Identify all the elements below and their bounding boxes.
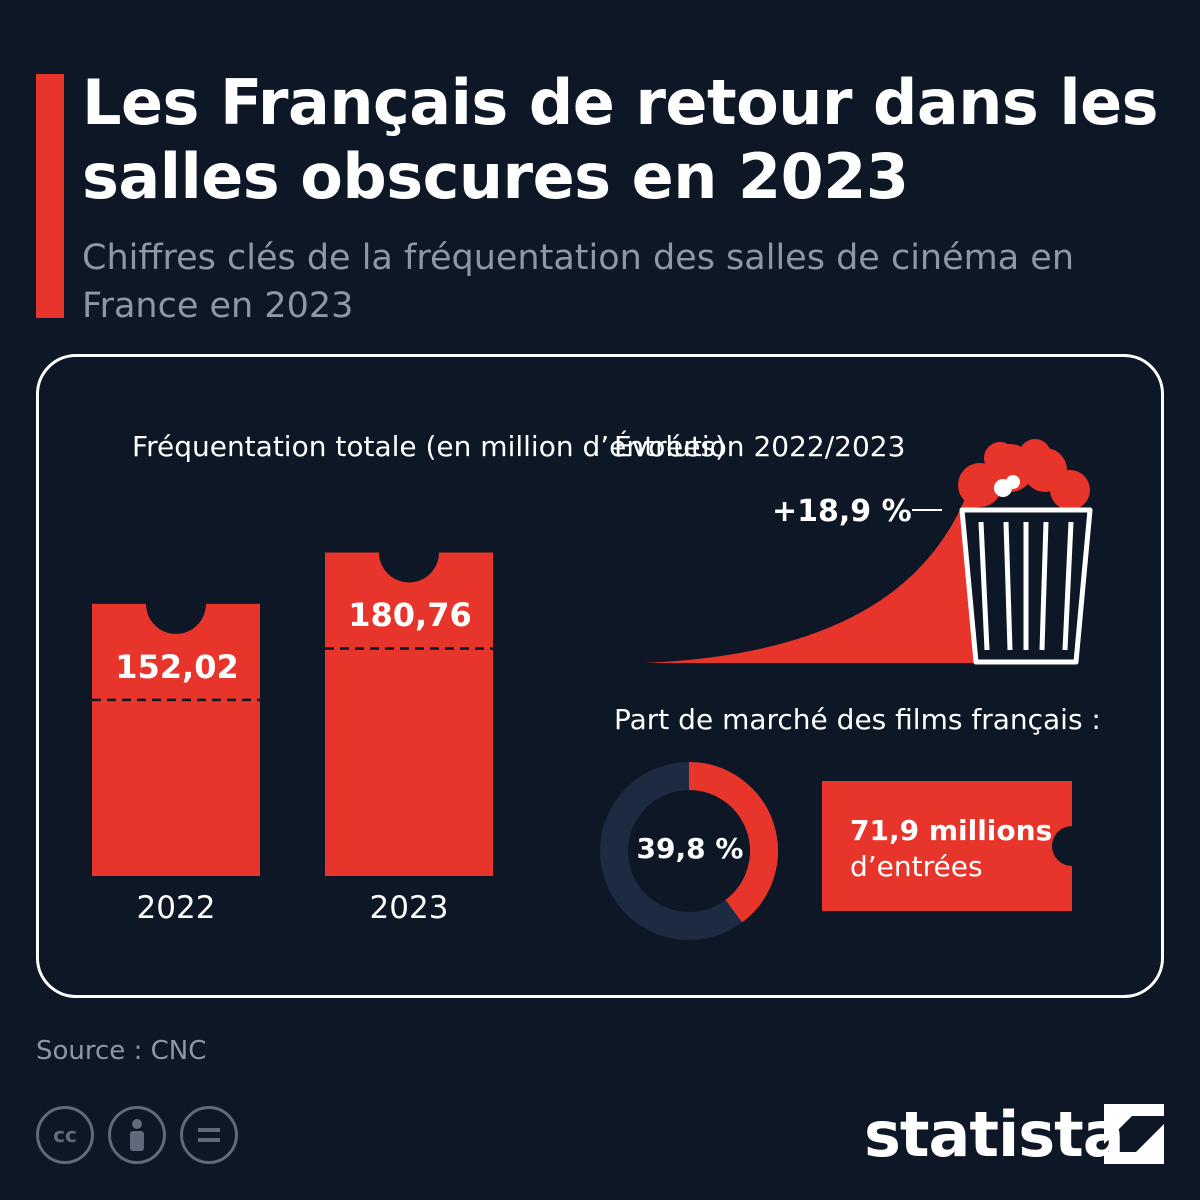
title-accent-bar bbox=[36, 74, 64, 318]
year-label-2022: 2022 bbox=[136, 890, 216, 926]
market-share-donut-label: 39,8 % bbox=[636, 832, 744, 865]
ticket-bar-2022 bbox=[92, 603, 260, 876]
year-label-2023: 2023 bbox=[369, 890, 449, 926]
ticket-value-2022: 152,02 bbox=[115, 647, 239, 686]
evolution-value: +18,9 % bbox=[772, 494, 912, 529]
attribution-icon[interactable] bbox=[108, 1106, 166, 1164]
french-films-entries-value: 71,9 millions bbox=[850, 814, 1053, 847]
french-films-entries-unit: d’entrées bbox=[850, 850, 983, 883]
ticket-value-2023: 180,76 bbox=[348, 596, 472, 635]
cc-icon[interactable]: cc bbox=[36, 1106, 94, 1164]
noderivs-icon[interactable] bbox=[180, 1106, 238, 1164]
donut-slice-french-films bbox=[688, 762, 778, 923]
page-subtitle: Chiffres clés de la fréquentation des sa… bbox=[82, 238, 1075, 326]
market-share-heading: Part de marché des films français : bbox=[614, 703, 1101, 736]
evolution-heading: Évolution 2022/2023 bbox=[614, 430, 906, 463]
statista-logo-mark bbox=[1104, 1104, 1164, 1164]
page-title: Les Français de retour dans les salles o… bbox=[82, 66, 1159, 213]
popcorn-icon bbox=[958, 439, 1093, 665]
frequentation-heading: Fréquentation totale (en million d’entré… bbox=[132, 430, 726, 463]
statista-logo[interactable]: statista bbox=[864, 1098, 1125, 1171]
ticket-bar-2023 bbox=[325, 552, 493, 876]
evolution-curve bbox=[645, 462, 978, 663]
source-note: Source : CNC bbox=[36, 1036, 207, 1066]
content-panel bbox=[36, 354, 1164, 998]
entries-ticket bbox=[822, 781, 1072, 911]
